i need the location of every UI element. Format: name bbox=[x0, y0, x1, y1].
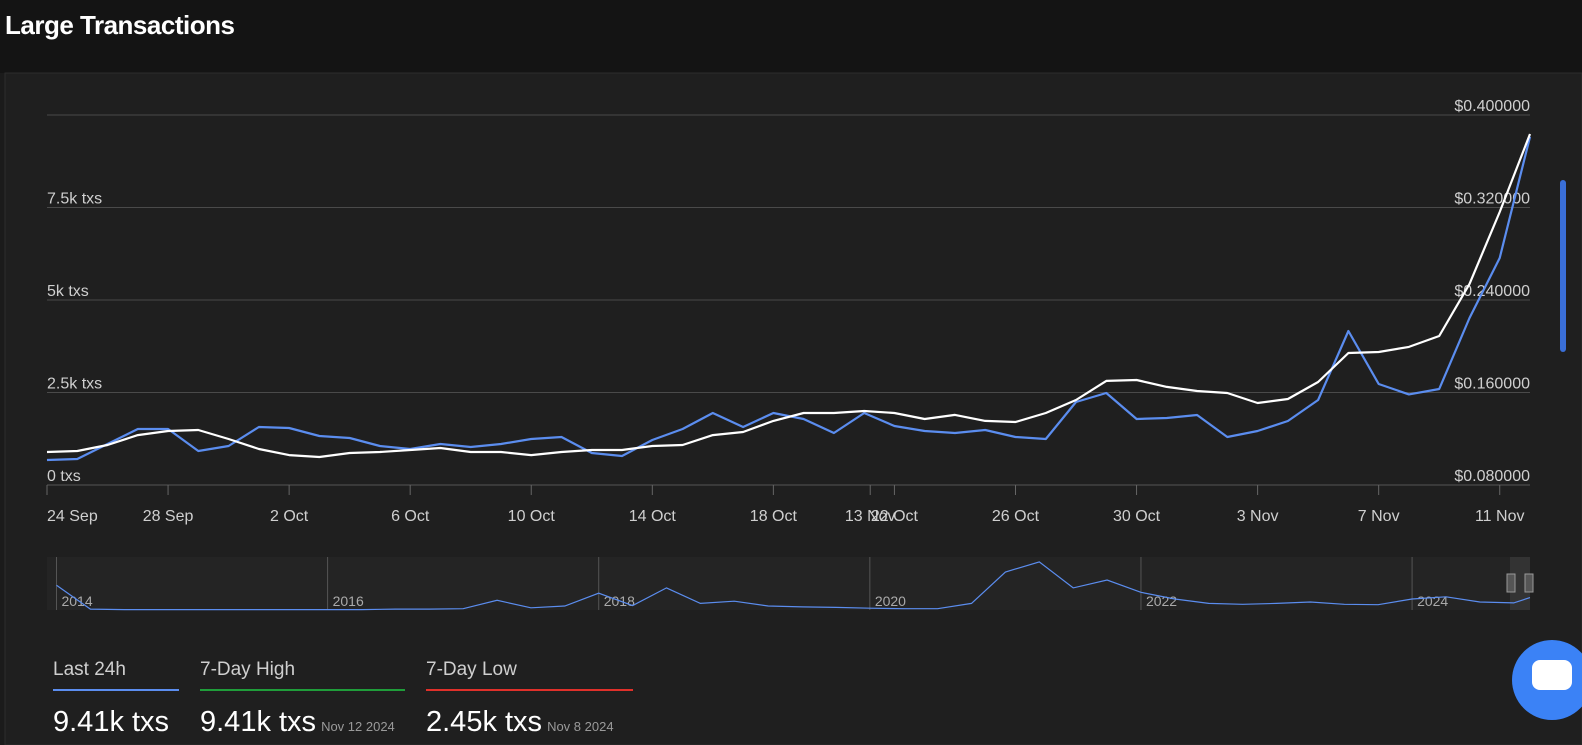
navigator-tick-label: 2016 bbox=[333, 593, 364, 609]
x-tick-label: 24 Sep bbox=[47, 508, 98, 525]
navigator-bg bbox=[47, 557, 1530, 610]
x-tick-label: 3 Nov bbox=[1237, 508, 1279, 525]
stat-date: Nov 8 2024 bbox=[547, 719, 614, 734]
series-line bbox=[46, 133, 1532, 459]
x-tick-label: 22 Oct bbox=[871, 508, 919, 525]
x-tick-label: 10 Oct bbox=[508, 508, 556, 525]
navigator-tick-label: 2022 bbox=[1146, 593, 1177, 609]
x-tick-label: 26 Oct bbox=[992, 508, 1040, 525]
y2-tick-label: $0.160000 bbox=[1454, 376, 1530, 393]
y-tick-label: 7.5k txs bbox=[47, 191, 102, 208]
x-tick-label: 7 Nov bbox=[1358, 508, 1400, 525]
navigator-line bbox=[56, 561, 1531, 611]
x-tick-label: 18 Oct bbox=[750, 508, 798, 525]
x-tick-label: 6 Oct bbox=[391, 508, 430, 525]
y2-tick-label: $0.080000 bbox=[1454, 468, 1530, 485]
x-tick-label: 30 Oct bbox=[1113, 508, 1161, 525]
stat-value: 9.41k txs bbox=[200, 706, 316, 738]
y2-tick-label: $0.240000 bbox=[1454, 283, 1530, 300]
x-tick-label: 13 Nov bbox=[845, 508, 896, 525]
x-tick-label: 2 Oct bbox=[270, 508, 309, 525]
x-tick-label: 11 Nov bbox=[1475, 508, 1525, 525]
stat-label: 7-Day Low bbox=[426, 659, 517, 680]
stat-date: Nov 12 2024 bbox=[321, 719, 395, 734]
header-bar bbox=[0, 0, 1582, 73]
scroll-indicator bbox=[1560, 180, 1566, 352]
navigator-tick-label: 2014 bbox=[61, 593, 92, 609]
page-title: Large Transactions bbox=[5, 10, 234, 40]
chart-panel bbox=[4, 72, 1582, 745]
x-tick-label: 28 Sep bbox=[143, 508, 194, 525]
y-tick-label: 2.5k txs bbox=[47, 376, 102, 393]
navigator-handle[interactable] bbox=[1524, 573, 1534, 593]
stat-label: 7-Day High bbox=[200, 659, 295, 680]
stat-value: 2.45k txs bbox=[426, 706, 542, 738]
x-tick-label: 14 Oct bbox=[629, 508, 677, 525]
y-tick-label: 0 txs bbox=[47, 468, 81, 485]
y2-tick-label: $0.320000 bbox=[1454, 191, 1530, 208]
navigator-selection bbox=[1510, 557, 1530, 610]
stat-value: 9.41k txs bbox=[53, 706, 169, 738]
chat-icon bbox=[1532, 660, 1572, 690]
stat-label: Last 24h bbox=[53, 659, 126, 680]
navigator-tick-label: 2020 bbox=[875, 593, 906, 609]
y-tick-label: 5k txs bbox=[47, 283, 89, 300]
navigator-tick-label: 2024 bbox=[1417, 593, 1448, 609]
y2-tick-label: $0.400000 bbox=[1454, 98, 1530, 115]
navigator-handle[interactable] bbox=[1506, 573, 1516, 593]
